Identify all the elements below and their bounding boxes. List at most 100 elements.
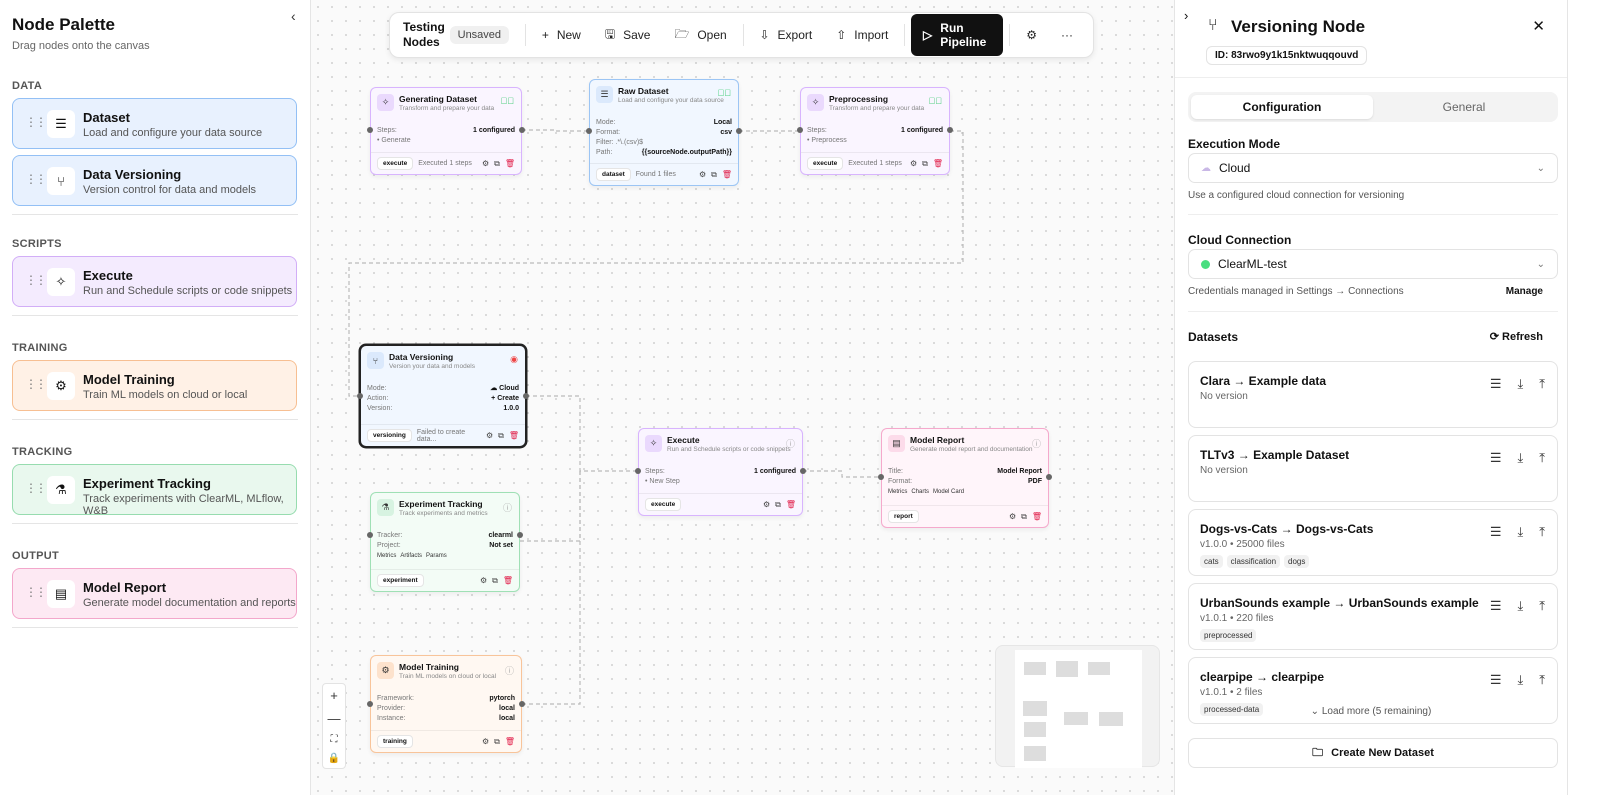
input-handle[interactable] xyxy=(635,468,641,474)
copy-icon[interactable]: ⧉ xyxy=(494,736,500,746)
copy-icon[interactable]: ⧉ xyxy=(492,575,498,585)
input-handle[interactable] xyxy=(586,128,592,134)
drag-handle-icon[interactable]: ⋮⋮ xyxy=(25,585,47,599)
save-button[interactable]: 🖫 Save xyxy=(595,19,661,52)
drag-handle-icon[interactable]: ⋮⋮ xyxy=(25,115,47,129)
open-button[interactable]: 🗁 Open xyxy=(664,19,736,52)
copy-icon[interactable]: ⧉ xyxy=(711,169,717,179)
run-pipeline-button[interactable]: ▷ Run Pipeline xyxy=(911,14,1004,56)
trash-icon[interactable]: 🗑 xyxy=(932,158,943,168)
palette-item[interactable]: ⋮⋮ ☰ Dataset Load and configure your data s… xyxy=(12,98,297,149)
zoom-out-button[interactable]: — xyxy=(327,711,341,726)
copy-icon[interactable]: ⧉ xyxy=(494,158,500,168)
trash-icon[interactable]: 🗑 xyxy=(502,575,513,585)
upload-icon[interactable]: ⤒ xyxy=(1539,524,1545,539)
refresh-button[interactable]: ⟳ Refresh xyxy=(1490,330,1543,343)
input-handle[interactable] xyxy=(367,127,373,133)
upload-icon[interactable]: ⤒ xyxy=(1539,450,1545,465)
palette-item[interactable]: ⋮⋮ ⚙ Model Training Train ML models on clou… xyxy=(12,360,297,411)
input-handle[interactable] xyxy=(357,393,363,399)
palette-item[interactable]: ⋮⋮ ⑂ Data Versioning Version control for da… xyxy=(12,155,297,206)
output-handle[interactable] xyxy=(519,701,525,707)
copy-icon[interactable]: ⧉ xyxy=(922,158,928,168)
more-button[interactable]: ··· xyxy=(1051,22,1083,48)
gear-icon[interactable]: ⚙ xyxy=(1008,511,1017,521)
output-handle[interactable] xyxy=(517,532,523,538)
trash-icon[interactable]: 🗑 xyxy=(721,169,732,179)
tab-general[interactable]: General xyxy=(1442,100,1486,114)
pipeline-node-dv[interactable]: ⑂ Data Versioning Version your data and … xyxy=(360,345,526,447)
fit-view-icon[interactable]: ⛶ xyxy=(330,734,338,745)
drag-handle-icon[interactable]: ⋮⋮ xyxy=(25,377,47,391)
list-icon[interactable]: ☰ xyxy=(1489,672,1502,687)
gear-icon[interactable]: ⚙ xyxy=(481,158,490,168)
output-handle[interactable] xyxy=(523,393,529,399)
copy-icon[interactable]: ⧉ xyxy=(775,499,781,509)
gear-icon[interactable]: ⚙ xyxy=(479,575,488,585)
gear-icon[interactable]: ⚙ xyxy=(698,169,707,179)
palette-item[interactable]: ⋮⋮ ✧ Execute Run and Schedule scripts or co… xyxy=(12,256,297,307)
export-button[interactable]: ⇩ Export xyxy=(749,22,822,48)
tab-configuration[interactable]: Configuration xyxy=(1191,95,1373,119)
trash-icon[interactable]: 🗑 xyxy=(504,158,515,168)
cloud-connection-select[interactable]: ClearML-test ⌄ xyxy=(1188,249,1558,279)
new-button[interactable]: + New xyxy=(532,22,591,48)
drag-handle-icon[interactable]: ⋮⋮ xyxy=(25,273,47,287)
drag-handle-icon[interactable]: ⋮⋮ xyxy=(25,481,47,495)
gear-icon[interactable]: ⚙ xyxy=(485,430,494,440)
dataset-card[interactable]: UrbanSounds example → UrbanSounds exampl… xyxy=(1188,583,1558,650)
download-icon[interactable]: ⤓ xyxy=(1517,450,1524,465)
download-icon[interactable]: ⤓ xyxy=(1517,598,1524,613)
input-handle[interactable] xyxy=(878,474,884,480)
pipeline-node-exe[interactable]: ✧ Execute Run and Schedule scripts or co… xyxy=(638,428,803,516)
lock-icon[interactable]: 🔒 xyxy=(327,753,341,764)
output-handle[interactable] xyxy=(1046,474,1052,480)
trash-icon[interactable]: 🗑 xyxy=(508,430,519,440)
minimap[interactable] xyxy=(995,645,1160,768)
gear-icon[interactable]: ⚙ xyxy=(481,736,490,746)
dataset-card[interactable]: Dogs-vs-Cats → Dogs-vs-Cats v1.0.0 • 2500… xyxy=(1188,509,1558,576)
download-icon[interactable]: ⤓ xyxy=(1517,672,1524,687)
trash-icon[interactable]: 🗑 xyxy=(785,499,796,509)
dataset-card[interactable]: clearpipe → clearpipe v1.0.1 • 2 files pro… xyxy=(1188,657,1558,724)
pipeline-node-gen[interactable]: ✧ Generating Dataset Transform and prepa… xyxy=(370,87,522,175)
output-handle[interactable] xyxy=(519,127,525,133)
manage-link[interactable]: Manage xyxy=(1505,286,1543,297)
execution-mode-select[interactable]: ☁ Cloud ⌄ xyxy=(1188,153,1558,183)
pipeline-name[interactable]: Testing Nodes xyxy=(403,20,445,49)
output-handle[interactable] xyxy=(947,127,953,133)
output-handle[interactable] xyxy=(736,128,742,134)
list-icon[interactable]: ☰ xyxy=(1489,598,1502,613)
collapse-palette-button[interactable]: ‹ xyxy=(291,8,296,24)
download-icon[interactable]: ⤓ xyxy=(1517,376,1524,391)
output-handle[interactable] xyxy=(800,468,806,474)
import-button[interactable]: ⇧ Import xyxy=(826,22,898,48)
dataset-card[interactable]: TLTv3 → Example Dataset No version ☰ ⤓ ⤒ xyxy=(1188,435,1558,502)
download-icon[interactable]: ⤓ xyxy=(1517,524,1524,539)
zoom-in-button[interactable]: + xyxy=(330,688,338,703)
palette-item[interactable]: ⋮⋮ ▤ Model Report Generate model documentat… xyxy=(12,568,297,619)
pipeline-node-rep[interactable]: ▤ Model Report Generate model report and… xyxy=(881,428,1049,528)
list-icon[interactable]: ☰ xyxy=(1489,450,1502,465)
drag-handle-icon[interactable]: ⋮⋮ xyxy=(25,172,47,186)
gear-icon[interactable]: ⚙ xyxy=(909,158,918,168)
copy-icon[interactable]: ⧉ xyxy=(1021,511,1027,521)
input-handle[interactable] xyxy=(797,127,803,133)
expand-panel-button[interactable]: › xyxy=(1184,8,1189,23)
gear-icon[interactable]: ⚙ xyxy=(762,499,771,509)
trash-icon[interactable]: 🗑 xyxy=(504,736,515,746)
pipeline-node-tr[interactable]: ⚙ Model Training Train ML models on clou… xyxy=(370,655,522,753)
pipeline-node-pre[interactable]: ✧ Preprocessing Transform and prepare yo… xyxy=(800,87,950,175)
pipeline-node-raw[interactable]: ☰ Raw Dataset Load and configure your da… xyxy=(589,79,739,186)
list-icon[interactable]: ☰ xyxy=(1489,524,1502,539)
load-more-button[interactable]: ⌄ Load more (5 remaining) xyxy=(1175,706,1567,717)
settings-button[interactable]: ⚙ xyxy=(1016,22,1047,48)
upload-icon[interactable]: ⤒ xyxy=(1539,672,1545,687)
close-icon[interactable]: ✕ xyxy=(1532,18,1545,35)
input-handle[interactable] xyxy=(367,532,373,538)
create-dataset-button[interactable]: 🗀 Create New Dataset xyxy=(1188,738,1558,768)
palette-item[interactable]: ⋮⋮ ⚗ Experiment Tracking Track experiments … xyxy=(12,464,297,517)
copy-icon[interactable]: ⧉ xyxy=(498,430,504,440)
list-icon[interactable]: ☰ xyxy=(1489,376,1502,391)
trash-icon[interactable]: 🗑 xyxy=(1031,511,1042,521)
